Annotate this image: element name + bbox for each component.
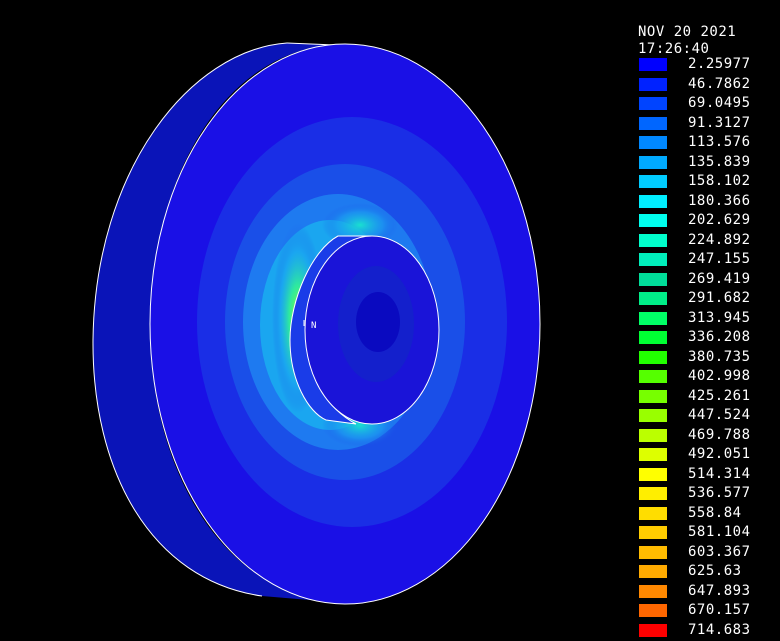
legend-value: 670.157 — [688, 602, 751, 619]
legend-value: 558.84 — [688, 505, 742, 522]
legend-value: 447.524 — [688, 407, 751, 424]
legend-swatch — [638, 389, 668, 404]
legend-value: 380.735 — [688, 349, 751, 366]
legend-swatch — [638, 116, 668, 131]
legend-value: 603.367 — [688, 544, 751, 561]
legend-row: 180.366 — [638, 193, 778, 213]
legend-swatch — [638, 311, 668, 326]
legend-row: 514.314 — [638, 466, 778, 486]
legend-value: 336.208 — [688, 329, 751, 346]
legend-swatch — [638, 330, 668, 345]
legend-swatch — [638, 233, 668, 248]
legend-swatch — [638, 350, 668, 365]
legend-row: 113.576 — [638, 134, 778, 154]
date-stamp: NOV 20 2021 — [638, 24, 736, 40]
legend-swatch — [638, 447, 668, 462]
hub-center — [356, 292, 400, 352]
legend-row: 603.367 — [638, 544, 778, 564]
legend-swatch — [638, 135, 668, 150]
legend-swatch — [638, 506, 668, 521]
legend-row: 492.051 — [638, 446, 778, 466]
legend-value: 647.893 — [688, 583, 751, 600]
legend-swatch — [638, 525, 668, 540]
legend-value: 291.682 — [688, 290, 751, 307]
legend-value: 2.25977 — [688, 56, 751, 73]
legend-row: 469.788 — [638, 427, 778, 447]
legend-row: 425.261 — [638, 388, 778, 408]
legend-value: 202.629 — [688, 212, 751, 229]
legend-row: 291.682 — [638, 290, 778, 310]
legend-value: 69.0495 — [688, 95, 751, 112]
legend-value: 514.314 — [688, 466, 751, 483]
legend-value: 425.261 — [688, 388, 751, 405]
legend-value: 714.683 — [688, 622, 751, 639]
legend-swatch — [638, 428, 668, 443]
legend-swatch — [638, 155, 668, 170]
legend-swatch — [638, 252, 668, 267]
legend-value: 581.104 — [688, 524, 751, 541]
legend-swatch — [638, 174, 668, 189]
legend-value: 158.102 — [688, 173, 751, 190]
legend-swatch — [638, 194, 668, 209]
legend-row: 46.7862 — [638, 76, 778, 96]
legend-swatch — [638, 603, 668, 618]
legend-row: 670.157 — [638, 602, 778, 622]
legend-swatch — [638, 291, 668, 306]
legend-value: 113.576 — [688, 134, 751, 151]
legend-swatch — [638, 77, 668, 92]
legend-value: 224.892 — [688, 232, 751, 249]
legend-row: 402.998 — [638, 368, 778, 388]
legend-row: 447.524 — [638, 407, 778, 427]
legend-value: 625.63 — [688, 563, 742, 580]
legend-swatch — [638, 545, 668, 560]
legend-value: 180.366 — [688, 193, 751, 210]
legend-row: 2.25977 — [638, 56, 778, 76]
legend-value: 402.998 — [688, 368, 751, 385]
legend-swatch — [638, 584, 668, 599]
legend-value: 135.839 — [688, 154, 751, 171]
time-stamp: 17:26:40 — [638, 41, 709, 57]
legend-swatch — [638, 564, 668, 579]
legend-swatch — [638, 272, 668, 287]
legend-value: 269.419 — [688, 271, 751, 288]
legend-swatch — [638, 467, 668, 482]
legend-swatch — [638, 369, 668, 384]
legend-value: 46.7862 — [688, 76, 751, 93]
legend-row: 202.629 — [638, 212, 778, 232]
legend-row: 269.419 — [638, 271, 778, 291]
node-label: N — [311, 321, 316, 331]
legend-row: 91.3127 — [638, 115, 778, 135]
legend-swatch — [638, 408, 668, 423]
legend-value: 247.155 — [688, 251, 751, 268]
legend-row: 536.577 — [638, 485, 778, 505]
legend-row: 581.104 — [638, 524, 778, 544]
legend-value: 469.788 — [688, 427, 751, 444]
legend-row: 313.945 — [638, 310, 778, 330]
legend-swatch — [638, 57, 668, 72]
legend-row: 69.0495 — [638, 95, 778, 115]
legend-value: 91.3127 — [688, 115, 751, 132]
contour-legend: 2.25977 46.7862 69.0495 91.3127 113.576 135.8… — [638, 56, 778, 641]
legend-row: 714.683 — [638, 622, 778, 641]
legend-swatch — [638, 486, 668, 501]
legend-row: 336.208 — [638, 329, 778, 349]
legend-row: 158.102 — [638, 173, 778, 193]
legend-row: 224.892 — [638, 232, 778, 252]
legend-value: 313.945 — [688, 310, 751, 327]
legend-row: 558.84 — [638, 505, 778, 525]
legend-row: 625.63 — [638, 563, 778, 583]
legend-swatch — [638, 213, 668, 228]
legend-swatch — [638, 96, 668, 111]
legend-row: 647.893 — [638, 583, 778, 603]
legend-row: 247.155 — [638, 251, 778, 271]
legend-swatch — [638, 623, 668, 638]
legend-row: 135.839 — [638, 154, 778, 174]
legend-value: 492.051 — [688, 446, 751, 463]
legend-value: 536.577 — [688, 485, 751, 502]
legend-row: 380.735 — [638, 349, 778, 369]
